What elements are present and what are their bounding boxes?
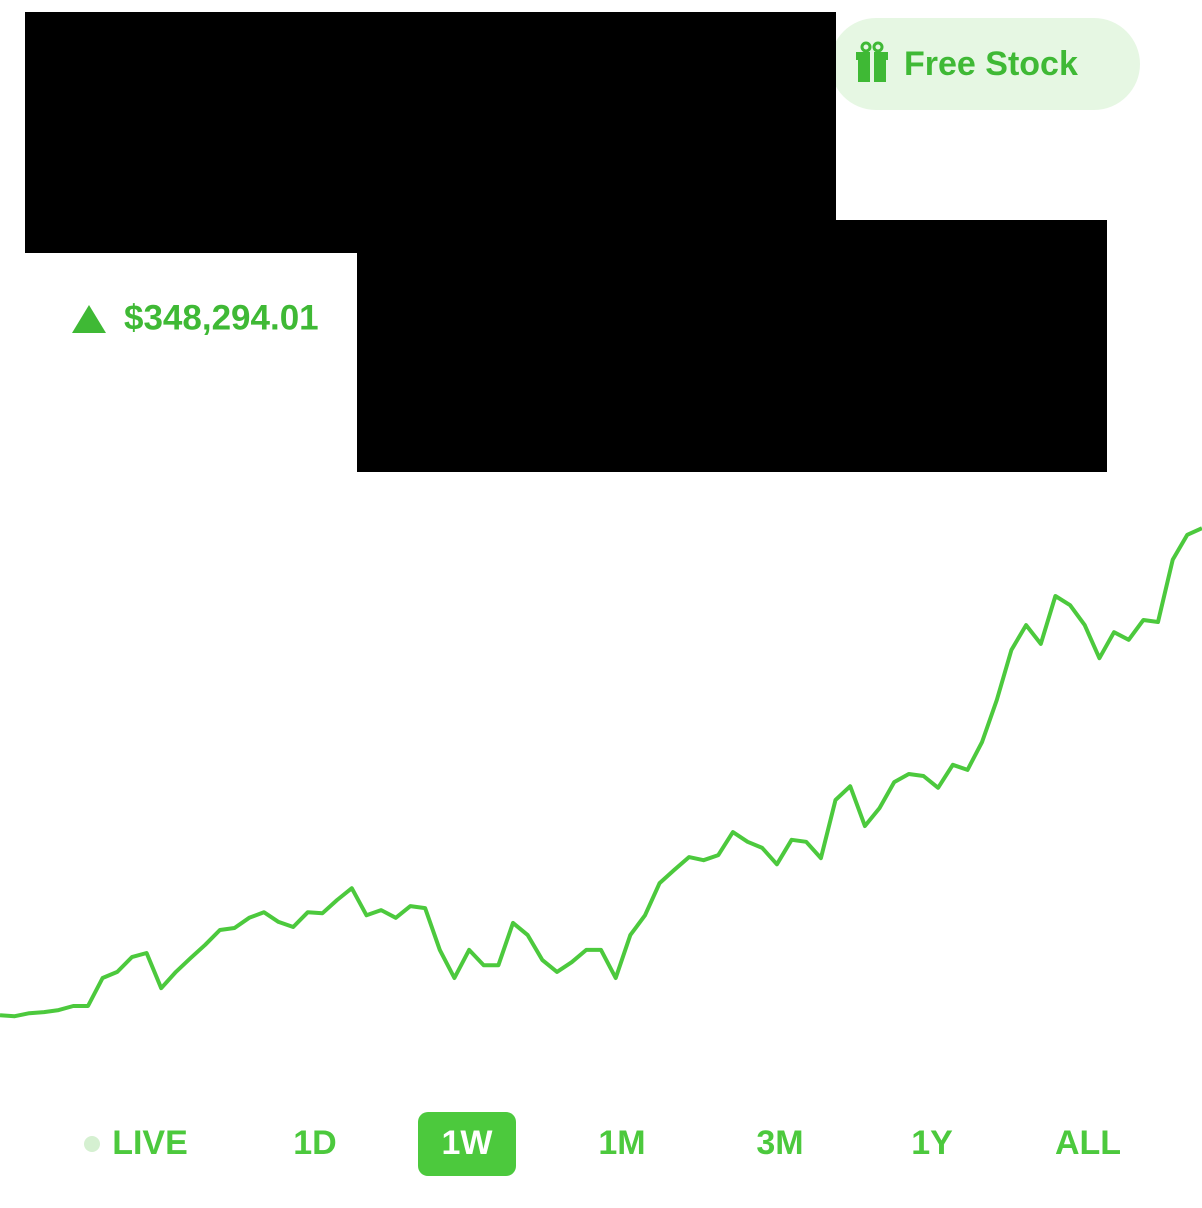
range-tab[interactable]: 1W: [442, 1124, 494, 1162]
free-stock-label[interactable]: Free Stock: [904, 45, 1078, 83]
up-arrow: [72, 305, 106, 333]
live-dot: [84, 1136, 100, 1152]
redaction: [357, 220, 1107, 472]
free-stock-button[interactable]: [830, 18, 1140, 110]
gift-icon: [856, 41, 888, 82]
range-tab[interactable]: 1D: [293, 1124, 336, 1162]
gain-value: $348,294.01: [124, 298, 319, 337]
range-tab[interactable]: 1Y: [911, 1124, 953, 1162]
price-line: [0, 526, 1202, 1019]
range-tab[interactable]: 3M: [756, 1124, 803, 1162]
redaction: [25, 12, 836, 253]
range-tabs: LIVE 1D 1W 1M 3M 1Y ALL: [84, 1112, 1121, 1176]
range-tab[interactable]: ALL: [1055, 1124, 1121, 1162]
range-tab[interactable]: LIVE: [112, 1124, 188, 1162]
range-tab[interactable]: 1M: [598, 1124, 645, 1162]
chart: [0, 526, 1202, 1019]
selected-tab[interactable]: [418, 1112, 516, 1176]
